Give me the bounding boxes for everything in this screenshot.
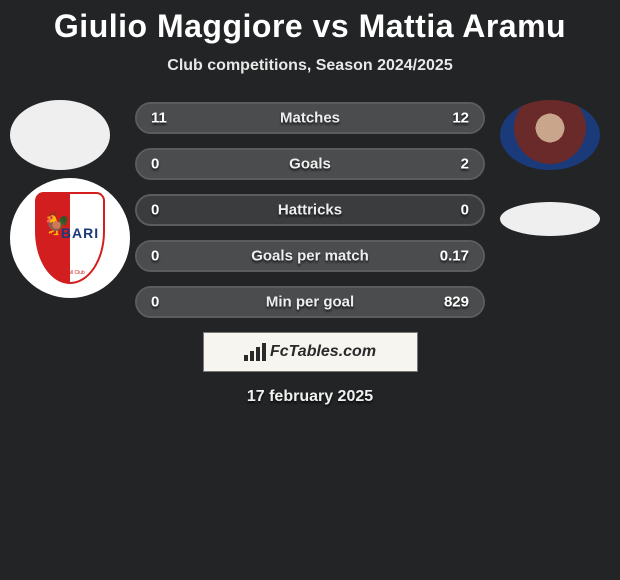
stat-value-right: 2 [461,156,469,173]
barchart-icon [244,343,266,361]
vs-label: vs [313,8,350,44]
player2-avatar [500,100,600,170]
stat-bar-hattricks: 0 Hattricks 0 [135,194,485,226]
stat-bar-goals-per-match: 0 Goals per match 0.17 [135,240,485,272]
stat-label: Min per goal [266,294,354,311]
player1-avatar [10,100,110,170]
stat-value-right: 0 [461,202,469,219]
stat-bars: 11 Matches 12 0 Goals 2 0 Hattricks 0 0 … [135,100,485,318]
player1-name: Giulio Maggiore [54,8,303,44]
stat-bar-matches: 11 Matches 12 [135,102,485,134]
stat-value-right: 0.17 [440,248,469,265]
stat-value-left: 0 [151,202,159,219]
player2-name: Mattia Aramu [359,8,567,44]
player1-club-badge: 🐓 BARI Football Club [10,178,130,298]
stat-bar-goals: 0 Goals 2 [135,148,485,180]
stat-label: Goals [289,156,331,173]
stat-value-left: 0 [151,294,159,311]
club-shield: 🐓 BARI Football Club [35,192,105,284]
comparison-layout: 🐓 BARI Football Club 11 Matches 12 0 Goa… [0,100,620,406]
date-label: 17 february 2025 [0,388,620,406]
stat-value-right: 12 [452,110,469,127]
stat-bar-min-per-goal: 0 Min per goal 829 [135,286,485,318]
stat-label: Goals per match [251,248,369,265]
stat-value-left: 0 [151,156,159,173]
brand-text: FcTables.com [270,343,376,361]
player2-club-badge [500,202,600,236]
stat-label: Hattricks [278,202,342,219]
stat-value-left: 11 [151,110,167,127]
club-label: BARI [61,225,99,241]
subtitle: Club competitions, Season 2024/2025 [0,57,620,75]
club-ribbon: Football Club [55,270,84,276]
page-title: Giulio Maggiore vs Mattia Aramu [0,0,620,45]
stat-label: Matches [280,110,340,127]
brand-box[interactable]: FcTables.com [203,332,418,372]
stat-value-right: 829 [444,294,469,311]
stat-value-left: 0 [151,248,159,265]
